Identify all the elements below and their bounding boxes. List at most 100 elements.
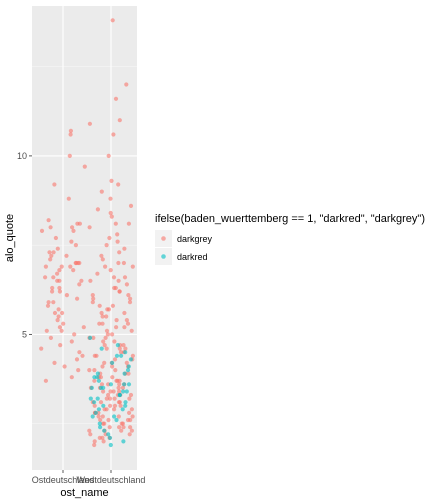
- data-point-darkgrey: [55, 271, 60, 276]
- data-point-darkred: [121, 439, 126, 444]
- data-point-darkgrey: [129, 428, 134, 433]
- data-point-darkgrey: [64, 293, 69, 298]
- data-point-darkgrey: [125, 321, 131, 326]
- data-point-darkgrey: [92, 368, 97, 373]
- data-point-darkgrey: [100, 435, 105, 440]
- data-point-darkred: [90, 414, 95, 419]
- data-point-darkgrey: [51, 275, 56, 280]
- data-point-darkgrey: [92, 442, 97, 448]
- data-point-darkgrey: [116, 182, 121, 187]
- data-point-darkgrey: [107, 425, 112, 430]
- data-point-darkgrey: [127, 432, 132, 437]
- data-point-darkgrey: [113, 285, 118, 291]
- legend-title: ifelse(baden_wuerttemberg == 1, "darkred…: [155, 213, 425, 225]
- data-point-darkgrey: [81, 325, 86, 330]
- data-point-darkgrey: [114, 318, 119, 323]
- data-point-darkgrey: [117, 250, 122, 255]
- data-point-darkgrey: [88, 432, 93, 437]
- data-point-darkred: [123, 350, 128, 355]
- data-point-darkgrey: [56, 314, 61, 319]
- data-point-darkgrey: [75, 296, 80, 301]
- data-point-darkgrey: [112, 339, 117, 344]
- data-point-darkgrey: [57, 325, 63, 330]
- data-point-darkred: [126, 382, 132, 387]
- data-point-darkgrey: [104, 328, 110, 333]
- data-point-darkgrey: [103, 264, 108, 269]
- data-point-darkgrey: [106, 392, 111, 398]
- data-point-darkgrey: [47, 250, 52, 255]
- legend-label-darkred: darkred: [177, 252, 208, 262]
- data-point-darkgrey: [124, 360, 129, 365]
- data-point-darkred: [123, 403, 128, 408]
- data-point-darkgrey: [46, 300, 51, 305]
- data-point-darkgrey: [68, 128, 73, 133]
- data-point-darkred: [96, 378, 101, 383]
- data-point-darkred: [101, 385, 106, 390]
- data-point-darkred: [115, 343, 120, 348]
- data-point-darkgrey: [122, 310, 127, 316]
- data-point-darkgrey: [113, 368, 118, 373]
- data-point-darkgrey: [128, 425, 133, 430]
- data-point-darkgrey: [50, 289, 55, 294]
- data-point-darkgrey: [127, 300, 133, 305]
- data-point-darkred: [108, 382, 113, 387]
- data-point-darkred: [125, 368, 131, 373]
- data-point-darkgrey: [110, 332, 115, 337]
- data-point-darkgrey: [101, 339, 106, 344]
- data-point-darkgrey: [127, 410, 132, 415]
- data-point-darkgrey: [109, 178, 114, 183]
- data-point-darkgrey: [109, 214, 114, 219]
- panel-background: [32, 6, 137, 470]
- legend: ifelse(baden_wuerttemberg == 1, "darkred…: [155, 213, 425, 265]
- data-point-darkgrey: [113, 96, 119, 101]
- data-point-darkred: [120, 407, 125, 412]
- data-point-darkred: [101, 403, 106, 408]
- data-point-darkred: [128, 357, 133, 362]
- data-point-darkgrey: [102, 421, 107, 426]
- data-point-darkgrey: [69, 239, 74, 244]
- data-point-darkred: [114, 417, 119, 423]
- data-point-darkred: [122, 382, 127, 387]
- data-point-darkgrey: [100, 364, 105, 369]
- data-point-darkgrey: [117, 378, 122, 383]
- data-point-darkgrey: [88, 278, 93, 283]
- data-point-darkgrey: [87, 428, 92, 433]
- data-point-darkgrey: [124, 82, 129, 87]
- data-point-darkgrey: [99, 189, 104, 194]
- data-point-darkgrey: [105, 307, 110, 312]
- data-point-darkgrey: [52, 360, 57, 365]
- data-point-darkgrey: [90, 300, 95, 305]
- data-point-darkgrey: [76, 368, 81, 373]
- data-point-darkred: [99, 346, 104, 351]
- data-point-darkgrey: [126, 293, 131, 298]
- data-point-darkgrey: [39, 346, 44, 351]
- data-point-darkgrey: [112, 396, 117, 401]
- data-point-darkgrey: [116, 260, 121, 266]
- data-point-darkgrey: [92, 403, 97, 408]
- data-point-darkgrey: [87, 121, 92, 126]
- data-point-darkgrey: [87, 368, 92, 373]
- data-point-darkgrey: [62, 364, 67, 369]
- data-point-darkred: [117, 392, 122, 398]
- data-point-darkgrey: [57, 289, 63, 294]
- data-point-darkgrey: [117, 382, 122, 387]
- data-point-darkgrey: [92, 439, 97, 444]
- data-point-darkgrey: [106, 153, 111, 158]
- data-point-darkgrey: [111, 389, 116, 394]
- data-point-darkred: [114, 353, 120, 358]
- legend-label-darkgrey: darkgrey: [177, 234, 213, 244]
- data-point-darkgrey: [82, 164, 87, 169]
- data-point-darkgrey: [100, 321, 105, 326]
- data-point-darkred: [112, 414, 117, 419]
- data-point-darkgrey: [116, 278, 121, 283]
- data-point-darkgrey: [127, 396, 132, 401]
- data-point-darkgrey: [43, 264, 49, 269]
- x-axis-title: ost_name: [60, 487, 108, 499]
- x-tick-label: Ostdeutschland: [32, 475, 95, 485]
- data-point-darkgrey: [45, 303, 51, 308]
- data-point-darkred: [98, 425, 103, 430]
- data-point-darkgrey: [117, 425, 122, 430]
- data-point-darkgrey: [121, 260, 126, 266]
- data-point-darkgrey: [117, 400, 122, 405]
- data-point-darkgrey: [71, 268, 76, 273]
